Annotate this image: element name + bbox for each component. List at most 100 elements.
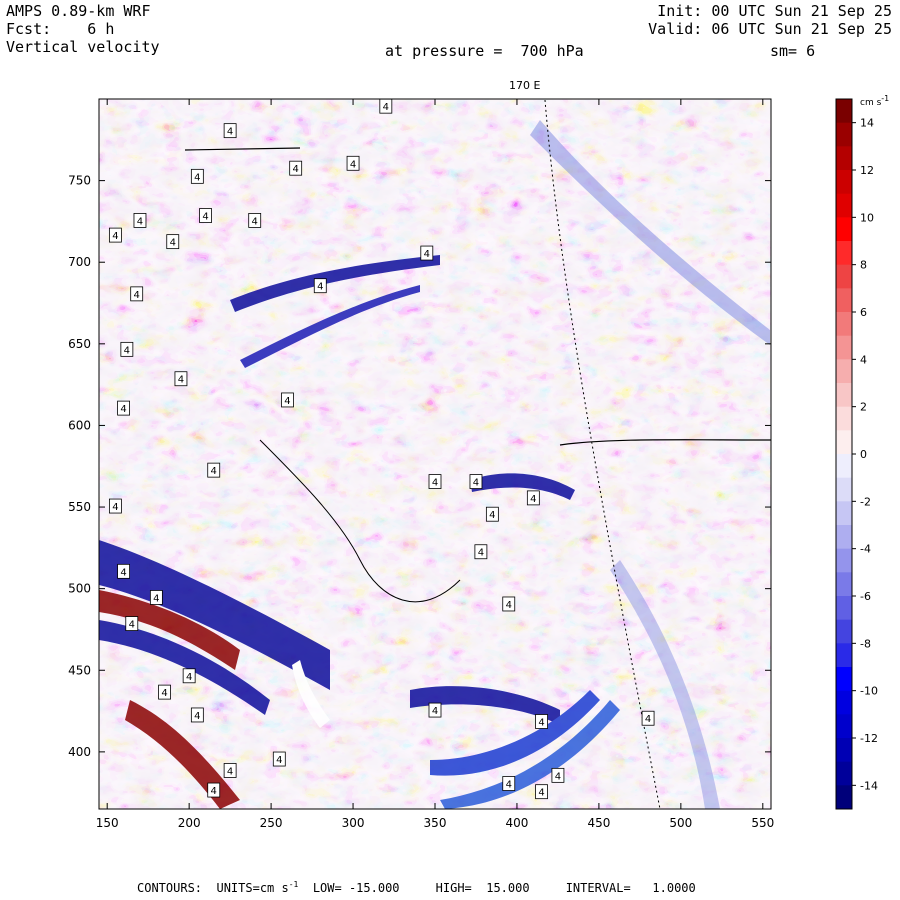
contour-label-box: 4 bbox=[199, 208, 212, 223]
contours-label: CONTOURS: bbox=[137, 881, 203, 895]
colorbar-swatch bbox=[836, 596, 852, 621]
colorbar-tick-label: -6 bbox=[860, 590, 871, 603]
colorbar-swatch bbox=[836, 667, 852, 692]
colorbar-tick-label: 0 bbox=[860, 448, 867, 461]
contour-label-box: 4 bbox=[158, 684, 171, 700]
colorbar-swatch bbox=[836, 714, 852, 739]
x-tick-label: 450 bbox=[587, 816, 610, 830]
contour-label-box: 4 bbox=[428, 474, 442, 489]
colorbar-swatch bbox=[836, 335, 852, 360]
colorbar-swatch bbox=[836, 785, 852, 810]
svg-text:4: 4 bbox=[112, 502, 118, 513]
svg-text:4: 4 bbox=[194, 172, 200, 183]
colorbar-tick-label: 10 bbox=[860, 211, 874, 224]
svg-text:4: 4 bbox=[555, 771, 561, 782]
colorbar-swatch bbox=[836, 217, 852, 242]
colorbar-swatch bbox=[836, 99, 852, 124]
contour-label-box: 4 bbox=[551, 767, 565, 783]
x-tick-label: 500 bbox=[669, 816, 692, 830]
contour-label-box: 4 bbox=[108, 227, 122, 243]
longitude-label: 170 E bbox=[509, 79, 541, 92]
svg-text:4: 4 bbox=[506, 780, 512, 791]
footer: CONTOURS: UNITS=cm s-1 LOW= -15.000 HIGH… bbox=[137, 880, 696, 895]
contour-label-box: 4 bbox=[428, 702, 442, 718]
contour-label-box: 4 bbox=[133, 213, 147, 228]
svg-text:4: 4 bbox=[194, 711, 200, 722]
svg-text:4: 4 bbox=[202, 212, 208, 223]
svg-text:4: 4 bbox=[538, 717, 544, 728]
contour-label-box: 4 bbox=[182, 668, 196, 684]
colorbar-tick-label: 12 bbox=[860, 164, 874, 177]
x-tick-label: 300 bbox=[342, 816, 365, 830]
coastline-mid bbox=[259, 439, 461, 603]
svg-text:4: 4 bbox=[134, 290, 140, 301]
svg-text:4: 4 bbox=[424, 249, 430, 260]
svg-text:4: 4 bbox=[120, 404, 126, 415]
contour-label-box: 4 bbox=[485, 506, 499, 522]
colorbar-unit: cm s-1 bbox=[860, 94, 890, 108]
colorbar-tick-label: -2 bbox=[860, 495, 871, 508]
contour-label-box: 4 bbox=[502, 596, 516, 612]
velocity-field bbox=[99, 99, 771, 809]
svg-text:4: 4 bbox=[530, 494, 536, 505]
colorbar-tick-label: 2 bbox=[860, 401, 867, 414]
x-tick-label: 250 bbox=[260, 816, 283, 830]
contour-label-box: 4 bbox=[313, 278, 327, 294]
svg-text:4: 4 bbox=[120, 567, 126, 578]
units-label: UNITS=cm s-1 bbox=[216, 880, 299, 895]
colorbar-swatch bbox=[836, 548, 852, 573]
colorbar-tick-label: 14 bbox=[860, 117, 874, 130]
colorbar-swatch bbox=[836, 146, 852, 171]
colorbar-swatch bbox=[836, 761, 852, 786]
colorbar-tick-label: -4 bbox=[860, 543, 871, 556]
contour-label-box: 4 bbox=[281, 392, 294, 408]
svg-text:4: 4 bbox=[292, 164, 298, 175]
svg-text:4: 4 bbox=[538, 788, 544, 799]
colorbar-swatch bbox=[836, 477, 852, 502]
colorbar-tick-label: -14 bbox=[860, 779, 878, 792]
svg-text:4: 4 bbox=[276, 755, 282, 766]
y-axis: 400 450 500 550 600 650 700 750 bbox=[68, 174, 771, 759]
svg-text:4: 4 bbox=[506, 600, 512, 611]
contour-label-box: 4 bbox=[346, 155, 360, 171]
svg-text:4: 4 bbox=[178, 375, 184, 386]
x-tick-label: 350 bbox=[424, 816, 447, 830]
contour-label-box: 4 bbox=[379, 98, 393, 114]
model-title: AMPS 0.89-km WRF bbox=[6, 2, 151, 20]
contour-label-box: 4 bbox=[207, 782, 221, 798]
colorbar-swatch bbox=[836, 241, 852, 266]
colorbar-swatch bbox=[836, 264, 852, 289]
colorbar-swatch bbox=[836, 193, 852, 218]
colorbar-swatch bbox=[836, 430, 852, 455]
svg-text:4: 4 bbox=[227, 127, 233, 138]
svg-text:4: 4 bbox=[124, 345, 130, 356]
y-tick-label: 550 bbox=[68, 500, 91, 514]
contour-label-box: 4 bbox=[117, 400, 130, 416]
contour-label-box: 4 bbox=[174, 371, 188, 387]
contour-label-box: 4 bbox=[289, 160, 303, 176]
svg-text:4: 4 bbox=[211, 466, 217, 477]
colorbar-swatch bbox=[836, 572, 852, 597]
svg-text:4: 4 bbox=[227, 766, 233, 777]
x-tick-label: 200 bbox=[178, 816, 201, 830]
svg-text:4: 4 bbox=[432, 478, 438, 489]
high-value: HIGH= 15.000 bbox=[435, 881, 530, 895]
svg-text:4: 4 bbox=[252, 216, 258, 227]
contour-label-box: 4 bbox=[166, 234, 180, 250]
colorbar-swatch bbox=[836, 406, 852, 431]
contour-label-box: 4 bbox=[420, 245, 434, 261]
colorbar-swatch bbox=[836, 643, 852, 668]
colorbar-swatch bbox=[836, 288, 852, 313]
svg-text:4: 4 bbox=[432, 706, 438, 717]
init-time: Init: 00 UTC Sun 21 Sep 25 bbox=[657, 2, 892, 20]
colorbar-swatch bbox=[836, 525, 852, 550]
contour-label-box: 4 bbox=[117, 563, 130, 579]
svg-text:4: 4 bbox=[350, 159, 356, 170]
contour-label-box: 4 bbox=[223, 763, 237, 778]
coastline bbox=[559, 439, 771, 446]
colorbar-swatch bbox=[836, 312, 852, 337]
header-left: AMPS 0.89-km WRF Fcst: 6 h Vertical velo… bbox=[6, 2, 160, 56]
y-tick-label: 450 bbox=[68, 663, 91, 677]
forecast-hour: Fcst: 6 h bbox=[6, 20, 115, 38]
